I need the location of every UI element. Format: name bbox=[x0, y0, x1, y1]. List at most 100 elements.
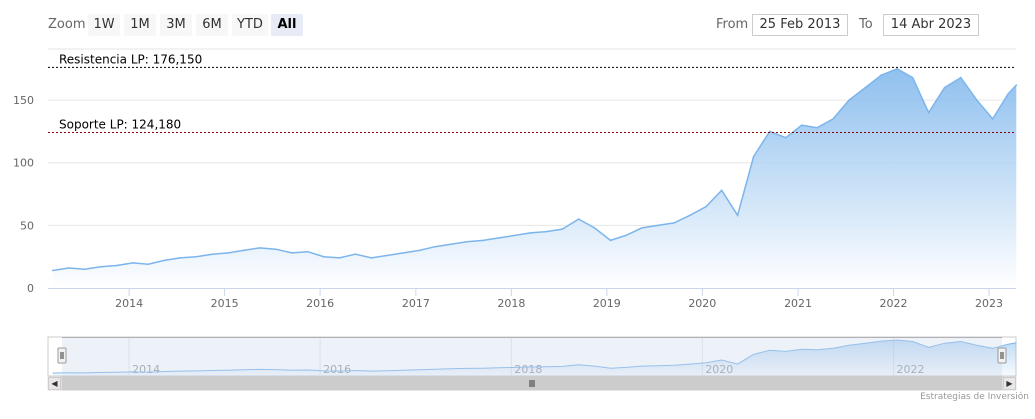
series-point bbox=[195, 255, 198, 258]
x-tick-label: 2022 bbox=[880, 297, 908, 310]
credits: Estrategias de Inversión bbox=[920, 392, 1029, 402]
x-axis: 2014 2015 2016 2017 2018 2019 2020 2021 2022 2023 bbox=[48, 288, 1016, 310]
series-point bbox=[896, 68, 898, 70]
y-tick-label: 0 bbox=[27, 282, 34, 295]
scrollbar-left-arrow[interactable]: ◀ bbox=[48, 377, 61, 390]
zoom-6m-button[interactable]: 6M bbox=[196, 14, 228, 36]
series-point bbox=[163, 259, 165, 262]
series-point bbox=[705, 205, 707, 208]
series-point bbox=[689, 214, 691, 217]
x-tick-label: 2014 bbox=[115, 297, 143, 310]
series-point bbox=[625, 234, 627, 237]
support-label: Soporte LP: 124,180 bbox=[59, 117, 181, 131]
series-point bbox=[67, 267, 70, 269]
series-point bbox=[991, 118, 994, 120]
navigator-selection bbox=[62, 337, 1002, 376]
series-point bbox=[132, 262, 134, 264]
navigator-area bbox=[52, 340, 1017, 376]
y-axis: 0 50 100 150 bbox=[13, 94, 34, 295]
series-point bbox=[242, 249, 245, 252]
zoom-3m-button[interactable]: 3M bbox=[160, 14, 192, 36]
series-point bbox=[100, 265, 102, 268]
to-label: To bbox=[859, 17, 873, 32]
series-point bbox=[291, 252, 293, 254]
series-point bbox=[800, 124, 803, 126]
series-point bbox=[83, 268, 86, 271]
x-tick-label: 2018 bbox=[497, 297, 525, 310]
series-point bbox=[402, 252, 405, 254]
series-point bbox=[752, 155, 755, 158]
to-date-input[interactable] bbox=[883, 14, 979, 36]
y-tick-label: 50 bbox=[20, 219, 34, 232]
series-point bbox=[657, 224, 659, 227]
series-point bbox=[880, 74, 883, 76]
series-point bbox=[593, 227, 596, 229]
navigator-left-handle[interactable] bbox=[57, 347, 67, 364]
x-tick-label: 2020 bbox=[688, 297, 716, 310]
series-point bbox=[434, 245, 436, 248]
navigator[interactable]: 20142016201820202022 bbox=[47, 336, 1017, 391]
series-point bbox=[147, 263, 149, 266]
series-point bbox=[529, 232, 532, 234]
navigator-right-handle[interactable] bbox=[997, 347, 1007, 364]
series-point bbox=[545, 230, 548, 233]
x-tick-label: 2017 bbox=[402, 297, 430, 310]
series-point bbox=[736, 214, 739, 217]
series-point bbox=[911, 76, 914, 79]
zoom-1w-button[interactable]: 1W bbox=[88, 14, 120, 36]
x-tick-label: 2016 bbox=[306, 297, 334, 310]
series-point bbox=[322, 255, 325, 258]
series-point bbox=[864, 86, 867, 89]
scrollbar-right-arrow[interactable]: ▶ bbox=[1003, 377, 1016, 390]
series-point bbox=[1007, 93, 1009, 95]
series-point bbox=[1015, 84, 1018, 86]
series-point bbox=[848, 99, 850, 101]
series-point bbox=[785, 136, 787, 139]
zoom-ytd-button[interactable]: YTD bbox=[232, 14, 268, 36]
series-point bbox=[116, 264, 118, 267]
series-point bbox=[354, 253, 357, 255]
from-date-input[interactable] bbox=[752, 14, 848, 36]
series-point bbox=[927, 111, 930, 114]
resistance-label: Resistencia LP: 176,150 bbox=[59, 52, 202, 66]
series-point bbox=[227, 252, 230, 254]
series-point bbox=[609, 239, 612, 242]
series-point bbox=[816, 126, 818, 129]
series-point bbox=[960, 76, 962, 79]
series-point bbox=[370, 257, 373, 259]
series-area bbox=[51, 67, 1018, 288]
series-line bbox=[52, 67, 1017, 272]
series-point bbox=[561, 228, 564, 230]
series-point bbox=[482, 239, 484, 242]
plot-lines: Resistencia LP: 176,150 Soporte LP: 124,1… bbox=[48, 52, 1016, 133]
series-point bbox=[673, 222, 675, 224]
x-tick-label: 2019 bbox=[593, 297, 621, 310]
series-point bbox=[338, 257, 341, 259]
y-tick-label: 150 bbox=[13, 94, 34, 107]
series-point bbox=[577, 218, 580, 220]
series-point bbox=[258, 247, 261, 249]
series-point bbox=[450, 243, 452, 245]
zoom-all-button[interactable]: All bbox=[271, 14, 303, 36]
series-point bbox=[386, 254, 389, 257]
series-point bbox=[976, 99, 978, 101]
zoom-label: Zoom bbox=[48, 17, 86, 32]
series-point bbox=[943, 86, 946, 89]
series-point bbox=[641, 227, 643, 229]
series-point bbox=[51, 269, 54, 272]
from-label: From bbox=[716, 17, 749, 32]
series-point bbox=[832, 118, 834, 120]
series-point bbox=[274, 248, 277, 250]
series-point bbox=[418, 249, 421, 252]
zoom-1m-button[interactable]: 1M bbox=[124, 14, 156, 36]
series-point bbox=[211, 253, 214, 255]
x-tick-label: 2021 bbox=[784, 297, 812, 310]
series-point bbox=[179, 257, 181, 259]
x-tick-label: 2023 bbox=[975, 297, 1003, 310]
navigator-line bbox=[52, 339, 1017, 374]
series-point bbox=[769, 130, 771, 133]
series-point bbox=[720, 189, 723, 192]
series-point bbox=[498, 237, 500, 239]
